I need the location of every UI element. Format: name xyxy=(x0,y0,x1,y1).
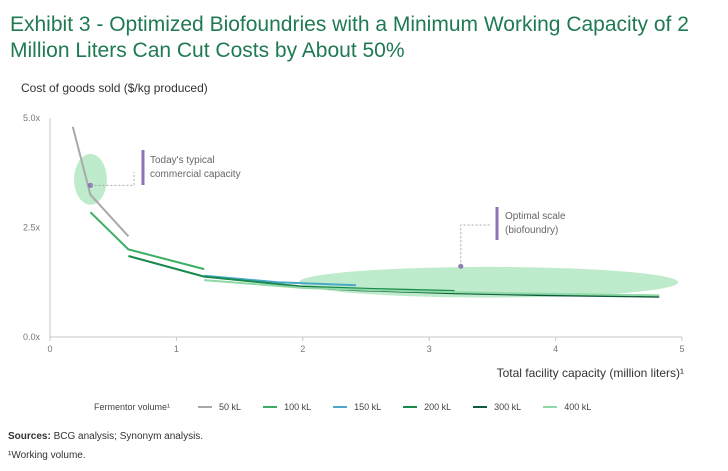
legend-swatch xyxy=(543,406,558,408)
chart-canvas: 0.0x 2.5x 5.0x 0 1 2 3 4 5 Today's typical commer… xyxy=(23,113,685,354)
y-axis-label: Cost of goods sold ($/kg produced) xyxy=(21,81,208,95)
series-line-50kl xyxy=(71,126,130,237)
current-capacity-highlight xyxy=(74,153,107,205)
legend-swatch xyxy=(473,406,488,408)
x-axis-label: Total facility capacity (million liters)… xyxy=(496,366,684,380)
legend-swatch xyxy=(263,406,278,408)
series-line-150kl xyxy=(204,274,356,287)
legend-swatch xyxy=(198,406,213,408)
chart-axes: 0.0x 2.5x 5.0x 0 1 2 3 4 5 xyxy=(23,113,685,354)
legend-swatch xyxy=(403,406,418,408)
legend-item-100kl: 100 kL xyxy=(263,402,311,412)
x-tick-label: 2 xyxy=(300,344,305,354)
legend-label: 400 kL xyxy=(564,402,592,412)
x-tick-label: 3 xyxy=(427,344,432,354)
callout-text-current-1: Today's typical xyxy=(150,155,215,166)
callout-text-optimal-2: (biofoundry) xyxy=(505,225,558,236)
y-tick-label: 2.5x xyxy=(23,223,41,233)
x-tick-label: 5 xyxy=(679,344,684,354)
y-tick-label: 5.0x xyxy=(23,113,41,123)
sources-note: Sources: BCG analysis; Synonym analysis. xyxy=(8,431,203,442)
sources-text: BCG analysis; Synonym analysis. xyxy=(50,431,204,442)
legend-title: Fermentor volume¹ xyxy=(94,402,171,412)
x-tick-label: 0 xyxy=(47,344,52,354)
callout-text-optimal-1: Optimal scale xyxy=(505,211,566,222)
series-line-100kl xyxy=(89,211,205,271)
x-tick-label: 1 xyxy=(174,344,179,354)
legend-item-150kl: 150 kL xyxy=(333,402,381,412)
chart-title: Exhibit 3 - Optimized Biofoundries with … xyxy=(10,13,689,62)
callout-leader-optimal xyxy=(460,224,490,267)
legend-label: 200 kL xyxy=(424,402,452,412)
callout-leader-current xyxy=(90,172,135,186)
legend-label: 150 kL xyxy=(354,402,382,412)
legend-item-50kl: 50 kL xyxy=(198,402,241,412)
legend-item-400kl: 400 kL xyxy=(543,402,591,412)
x-tick-label: 4 xyxy=(553,344,558,354)
legend-label: 300 kL xyxy=(494,402,522,412)
legend-item-200kl: 200 kL xyxy=(403,402,451,412)
legend-label: 50 kL xyxy=(219,402,242,412)
chart-callouts: Today's typical commercial capacity Optima… xyxy=(87,150,566,269)
legend-item-300kl: 300 kL xyxy=(473,402,521,412)
series-line-400kl xyxy=(204,279,660,297)
sources-label: Sources: xyxy=(8,431,51,442)
legend-swatch xyxy=(333,406,348,408)
legend: Fermentor volume¹ 50 kL 100 kL 150 kL 20… xyxy=(94,402,613,412)
y-tick-label: 0.0x xyxy=(23,332,41,342)
chart-series xyxy=(71,126,660,298)
footnote: ¹Working volume. xyxy=(8,450,86,461)
callout-text-current-2: commercial capacity xyxy=(150,169,241,180)
legend-label: 100 kL xyxy=(284,402,312,412)
